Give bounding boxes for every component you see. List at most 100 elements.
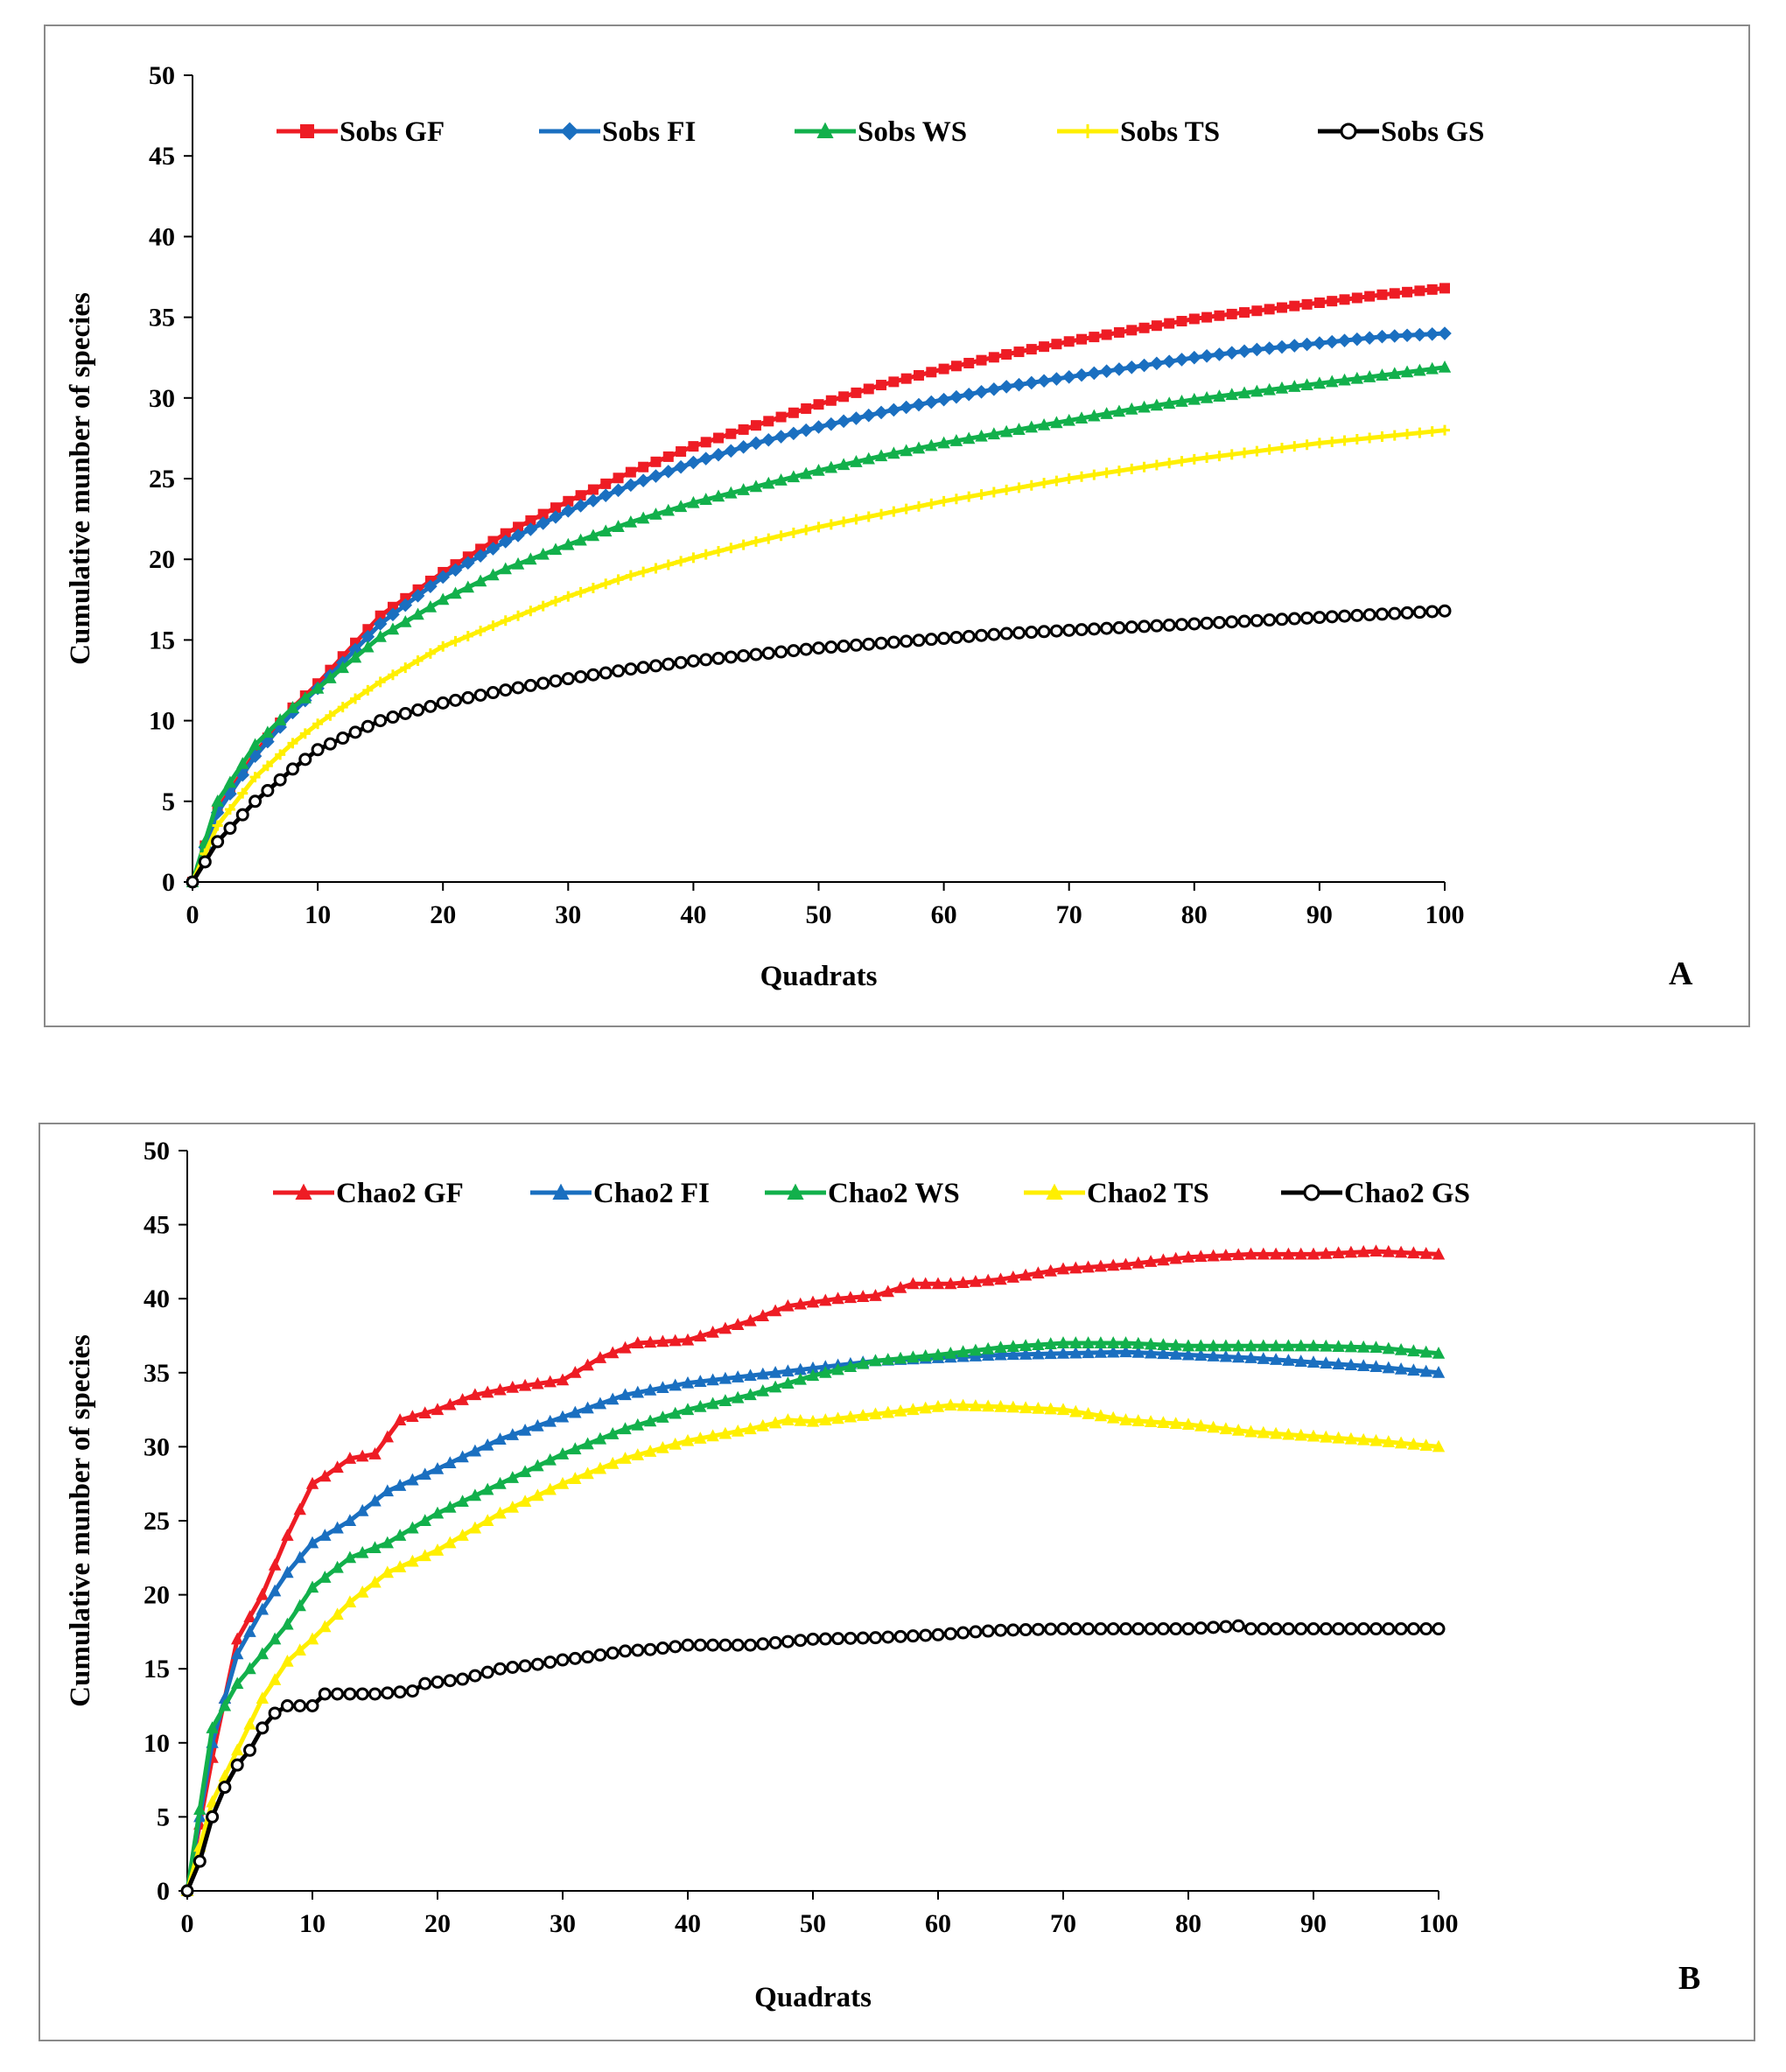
data-point bbox=[348, 642, 362, 657]
data-point bbox=[982, 1399, 995, 1412]
data-point bbox=[368, 1447, 382, 1460]
data-point bbox=[231, 1676, 244, 1690]
legend-label: Chao2 TS bbox=[1087, 1178, 1209, 1209]
data-point bbox=[631, 1385, 644, 1398]
data-point bbox=[261, 784, 275, 798]
data-point bbox=[494, 1662, 507, 1676]
data-point bbox=[924, 395, 939, 410]
data-point bbox=[312, 718, 324, 730]
data-point bbox=[243, 1717, 256, 1730]
data-point bbox=[1425, 361, 1439, 374]
chart-panel-a: 0 5 10 15 20 25 30 35 40 45 50 0 10 20 30 40 50 60 70 80 90 1… bbox=[44, 24, 1750, 1027]
data-point bbox=[738, 539, 749, 550]
legend-label: Sobs GF bbox=[340, 116, 445, 148]
data-point bbox=[1400, 328, 1414, 343]
data-point bbox=[1382, 1435, 1395, 1447]
data-point bbox=[1394, 1342, 1408, 1355]
data-point bbox=[243, 1662, 256, 1675]
data-point bbox=[444, 1500, 457, 1513]
data-point bbox=[999, 380, 1013, 394]
data-point bbox=[513, 522, 524, 533]
data-point bbox=[481, 1514, 494, 1526]
data-point bbox=[656, 1410, 669, 1423]
data-point bbox=[299, 728, 311, 739]
data-point bbox=[537, 508, 549, 520]
data-point bbox=[1344, 1622, 1358, 1636]
legend-label: Chao2 WS bbox=[828, 1178, 960, 1209]
data-point bbox=[1244, 1622, 1257, 1636]
data-point bbox=[1337, 333, 1352, 347]
data-point bbox=[912, 397, 926, 412]
data-point bbox=[1181, 1622, 1195, 1636]
data-point bbox=[218, 1781, 232, 1795]
data-point bbox=[1269, 1622, 1283, 1636]
data-point bbox=[1049, 372, 1064, 386]
data-point bbox=[1375, 607, 1389, 621]
data-point bbox=[1306, 1429, 1320, 1442]
data-point bbox=[1001, 484, 1012, 495]
data-point bbox=[1432, 1622, 1446, 1636]
data-point bbox=[1006, 1348, 1019, 1361]
legend-item: Sobs GS bbox=[1318, 116, 1484, 148]
data-point bbox=[649, 508, 662, 520]
data-point bbox=[1050, 416, 1063, 429]
data-point bbox=[725, 542, 737, 554]
data-point bbox=[1426, 426, 1438, 438]
data-point bbox=[1144, 1255, 1158, 1267]
data-point bbox=[1257, 1339, 1270, 1352]
data-point bbox=[355, 1687, 369, 1701]
data-point bbox=[694, 1375, 707, 1387]
x-axis-title: Quadrats bbox=[754, 1982, 872, 2013]
data-point bbox=[1157, 1416, 1170, 1428]
data-point bbox=[1164, 318, 1175, 329]
y-tick-label: 0 bbox=[157, 1877, 170, 1906]
data-point bbox=[1019, 1268, 1033, 1281]
data-point bbox=[1219, 1248, 1233, 1261]
data-point bbox=[1250, 342, 1264, 357]
data-point bbox=[881, 1284, 894, 1298]
data-point bbox=[368, 1541, 382, 1554]
data-point bbox=[1151, 320, 1162, 332]
data-point bbox=[1237, 386, 1251, 399]
data-point bbox=[681, 1376, 695, 1389]
data-point bbox=[606, 1392, 620, 1405]
data-point bbox=[1049, 624, 1063, 638]
data-point bbox=[1119, 1413, 1132, 1425]
x-tick-label: 30 bbox=[550, 1909, 576, 1938]
data-point bbox=[573, 499, 588, 513]
data-point bbox=[331, 1607, 344, 1620]
data-point bbox=[713, 545, 725, 556]
data-point bbox=[375, 676, 386, 688]
data-point bbox=[688, 552, 699, 564]
data-point bbox=[1138, 322, 1150, 333]
data-point bbox=[248, 749, 263, 763]
data-point bbox=[1275, 612, 1289, 626]
data-point bbox=[1407, 1363, 1420, 1376]
data-point bbox=[926, 367, 937, 378]
data-point bbox=[962, 387, 977, 402]
data-point bbox=[982, 1341, 995, 1354]
data-point bbox=[211, 794, 224, 807]
data-point bbox=[724, 650, 738, 664]
data-point bbox=[1414, 427, 1425, 438]
data-point bbox=[500, 615, 511, 626]
data-point bbox=[819, 1366, 832, 1378]
data-point bbox=[1101, 467, 1112, 479]
data-point bbox=[462, 630, 473, 641]
data-point bbox=[543, 1414, 557, 1427]
data-point bbox=[893, 1351, 907, 1364]
data-point bbox=[919, 1628, 933, 1642]
data-point bbox=[1150, 398, 1164, 411]
data-point bbox=[1237, 614, 1251, 628]
data-point bbox=[857, 1409, 870, 1421]
data-point bbox=[1169, 1622, 1183, 1636]
data-point bbox=[431, 1506, 445, 1519]
data-point bbox=[1313, 336, 1327, 350]
data-point bbox=[331, 1687, 345, 1701]
data-point bbox=[1257, 1425, 1270, 1438]
data-point bbox=[523, 678, 537, 692]
chart-panel-b: 0 5 10 15 20 25 30 35 40 45 50 0 10 20 30 40 50 60 70 80 90 1… bbox=[39, 1123, 1755, 2041]
data-point bbox=[831, 1292, 844, 1305]
data-point bbox=[1294, 1247, 1307, 1260]
data-point bbox=[681, 1433, 695, 1446]
